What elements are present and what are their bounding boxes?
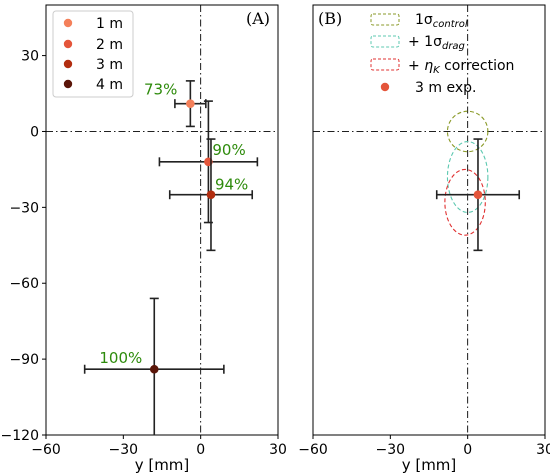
ellipse-control	[446, 110, 489, 153]
legend-b-swatch-drag	[370, 35, 400, 48]
annotation-3m: 94%	[215, 176, 248, 194]
panel-a-xtick-label: −30	[109, 442, 139, 458]
panel-b-reference-lines	[313, 5, 545, 435]
panel-a-reference-lines	[46, 5, 278, 435]
legend-a-label-4m: 4 m	[96, 77, 123, 93]
legend-b-label-drag: + 1σdrag	[408, 34, 465, 52]
panel-a-ytick-label: 30	[21, 49, 39, 65]
legend-a-marker-3m	[63, 59, 73, 69]
legend-a-label-3m: 3 m	[96, 57, 123, 73]
legend-a-marker-2m	[63, 39, 73, 49]
legend-b-swatch-control	[370, 13, 400, 26]
ellipse-drag	[446, 141, 489, 213]
panel-b-xtick-label: 0	[463, 442, 472, 458]
legend-a-frame	[52, 10, 134, 98]
panel-b-xtick-label: 30	[536, 442, 550, 458]
legend-b-label-exp: 3 m exp.	[415, 80, 476, 96]
panel-a-xlabel: y [mm]	[135, 456, 190, 473]
panel-b-ellipses	[444, 110, 489, 236]
annotation-4m: 100%	[99, 349, 142, 367]
legend-b-label-eta: + ηK correction	[408, 58, 514, 76]
panel-a-annotations: 73% 90% 94% 100%	[99, 81, 248, 368]
panel-b-xtick-label: −30	[376, 442, 406, 458]
panel-b-xtick-label: −60	[298, 442, 328, 458]
panel-a-ytick-label: −120	[1, 428, 39, 444]
annotation-1m: 73%	[144, 81, 177, 99]
panel-a-ytick-label: −30	[9, 200, 39, 216]
legend-b-marker-exp	[380, 82, 390, 92]
panel-a-xtick-label: −60	[31, 442, 61, 458]
panel-a-ytick-label: 0	[30, 124, 39, 140]
legend-a-marker-1m	[63, 18, 73, 28]
legend-b-label-control: 1σcontrol	[415, 12, 468, 30]
panel-a-ytick-label: −90	[9, 352, 39, 368]
panel-b-frame	[312, 4, 546, 436]
panel-b-label: (B)	[318, 9, 342, 28]
panel-b-data	[435, 138, 521, 252]
panel-a-xtick-label: 30	[269, 442, 287, 458]
annotation-2m: 90%	[212, 141, 245, 159]
panel-b-ticks: −60 −30 0 30	[298, 435, 550, 458]
panel-a-legend: 1 m 2 m 3 m 4 m	[52, 10, 134, 98]
legend-a-label-2m: 2 m	[96, 37, 123, 53]
legend-b-swatch-eta	[370, 58, 400, 71]
panel-a-ticks: −60 −30 0 30 −120 −90 −60 −30 0 30	[1, 49, 287, 458]
panel-a-xtick-label: 0	[196, 442, 205, 458]
legend-a-label-1m: 1 m	[96, 16, 123, 32]
series-4m-marker	[149, 364, 159, 374]
ellipse-eta	[444, 168, 486, 236]
panel-a-data	[83, 80, 259, 435]
panel-a-ytick-label: −60	[9, 276, 39, 292]
panel-a-frame	[45, 4, 279, 436]
panel-b-legend: 1σcontrol + 1σdrag + ηK correction 3 m e…	[370, 12, 514, 96]
panel-a-label: (A)	[246, 9, 270, 28]
series-3m-marker	[206, 190, 216, 200]
legend-a-marker-4m	[63, 79, 73, 89]
series-1m-marker	[186, 99, 195, 108]
exp-3m-marker	[473, 190, 483, 200]
panel-b-xlabel: y [mm]	[402, 456, 457, 473]
panel-b: −60 −30 0 30 (B) y [mm] 1σcontrol + 1σdrag …	[298, 4, 550, 473]
